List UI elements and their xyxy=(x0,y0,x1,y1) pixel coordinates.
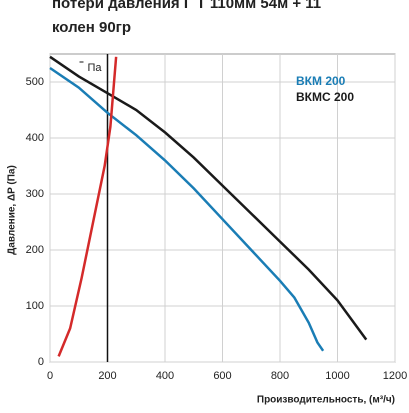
y-axis-label: Давление, ΔP (Па) xyxy=(7,165,18,255)
y-tick-label: 500 xyxy=(26,76,44,88)
y-tick-label: 400 xyxy=(26,132,44,144)
annotation: Па xyxy=(88,62,103,74)
x-tick-label: 200 xyxy=(98,370,116,382)
series-line xyxy=(49,66,325,352)
legend-label: ВКМ 200 xyxy=(296,74,346,88)
x-axis-label: Производительность, (м³/ч) xyxy=(257,395,395,406)
series-line xyxy=(49,55,368,341)
x-tick-label: 1000 xyxy=(325,370,349,382)
x-tick-label: 0 xyxy=(47,370,53,382)
series-line xyxy=(57,56,118,357)
legend-label: ВКМС 200 xyxy=(296,90,354,104)
y-tick-label: 100 xyxy=(26,300,44,312)
x-tick-label: 1200 xyxy=(383,370,407,382)
x-tick-label: 400 xyxy=(156,370,174,382)
x-tick-label: 600 xyxy=(213,370,231,382)
y-tick-label: 200 xyxy=(26,244,44,256)
y-tick-label: 0 xyxy=(38,356,44,368)
x-tick-label: 800 xyxy=(271,370,289,382)
chart-title: потери давления Г Т 110мм 54м + 11 xyxy=(52,0,321,12)
chart-title: колен 90гр xyxy=(52,19,131,36)
y-tick-label: 300 xyxy=(26,188,44,200)
